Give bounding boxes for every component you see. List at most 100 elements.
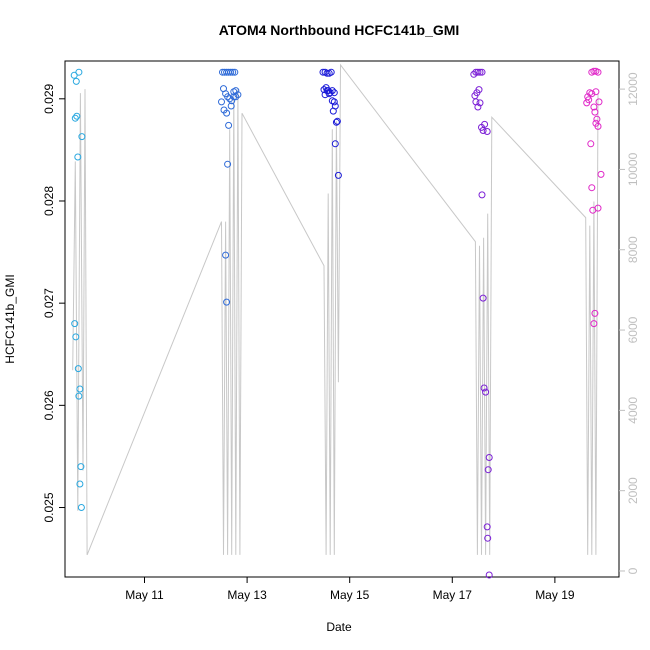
y2-tick-label: 2000 [626,477,640,504]
data-point [74,365,82,373]
data-point [230,93,238,101]
data-point [76,480,84,488]
data-point [320,86,328,94]
x-axis: May 11 May 13 May 15 May 17 May 19 [125,577,575,602]
y2-tick-label: 4000 [626,397,640,424]
data-point [74,153,82,161]
data-point [71,320,79,328]
data-point [321,91,329,99]
data-point [71,114,79,122]
data-point [591,108,599,116]
data-point [331,140,339,148]
data-point [72,77,80,85]
altitude-line [72,63,599,556]
x-axis-label: Date [326,620,352,634]
data-point [594,68,602,76]
x-tick-label: May 19 [535,588,575,602]
data-point [331,102,339,110]
data-point [587,140,595,148]
data-point [474,68,482,76]
x-tick-label: May 11 [125,588,164,602]
data-point [76,385,84,393]
data-point [75,392,83,400]
data-point [476,99,484,107]
data-point [227,68,235,76]
data-point [590,320,598,328]
data-point [470,70,478,78]
data-point [483,128,491,135]
data-point [476,68,484,76]
y-tick-label: 0.026 [42,390,56,420]
data-point [595,98,603,106]
data-point [223,109,231,117]
data-point [73,112,81,120]
data-point [484,534,492,542]
data-point [333,117,341,125]
y2-tick-label: 0 [626,567,640,574]
y2-tick-label: 8000 [626,236,640,263]
chart-title: ATOM4 Northbound HCFC141b_GMI [219,22,460,38]
y2-tick-label: 12000 [626,72,640,106]
y2-axis: 0 2000 4000 6000 8000 10000 12000 [619,72,640,574]
y-tick-label: 0.029 [42,83,56,113]
data-point [323,69,331,77]
data-point [75,68,83,76]
data-point [588,90,596,98]
data-point [474,103,482,111]
data-point [597,170,605,178]
data-point [77,463,85,471]
data-point [222,251,230,259]
data-point [330,89,338,97]
data-point [226,95,234,103]
y-tick-label: 0.028 [42,186,56,216]
data-point [480,384,488,392]
data-point [224,160,232,168]
x-tick-label: May 17 [433,588,473,602]
data-point [485,571,493,579]
data-point [72,333,80,341]
data-point [332,118,340,126]
data-point [592,88,600,96]
data-point [475,86,483,94]
altitude-layer [72,63,599,556]
data-point [478,191,486,199]
y-tick-label: 0.027 [42,288,56,318]
data-point [70,71,78,79]
data-point [223,298,231,306]
data-point [228,97,236,105]
plot-area [64,60,620,578]
y-axis: 0.025 0.026 0.027 0.028 0.029 [42,83,65,523]
data-point [485,454,493,461]
data-point [483,523,491,531]
data-point [588,184,596,192]
data-point [229,68,237,76]
data-point [479,294,487,302]
data-point [327,68,335,76]
data-point [591,309,599,317]
data-point [593,115,601,123]
data-point [227,102,235,110]
data-point [334,171,342,179]
y2-tick-label: 6000 [626,316,640,343]
y-axis-label: HCFC141b_GMI [3,274,17,363]
data-point [590,103,598,111]
data-point [594,204,602,212]
data-point [225,121,233,129]
data-point [77,504,85,511]
data-point [232,93,240,101]
data-point [484,466,492,474]
y-tick-label: 0.025 [42,492,56,522]
x-tick-label: May 13 [227,588,267,602]
data-point [231,68,239,76]
data-point [592,119,600,127]
data-point [482,388,490,396]
data-point [325,90,333,98]
x-tick-label: May 15 [330,588,370,602]
points-layer [70,67,605,579]
data-point [234,91,242,99]
y2-tick-label: 10000 [626,152,640,186]
data-point [78,133,86,141]
data-point [585,96,593,104]
data-point [590,67,598,75]
